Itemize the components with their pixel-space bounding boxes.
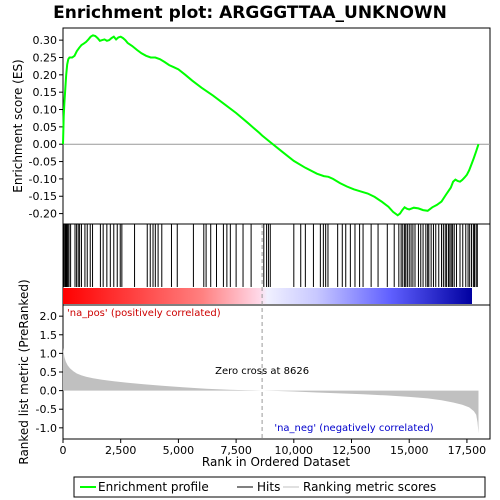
ranking-metric-area: [63, 347, 479, 434]
x-tick-label: 0: [60, 444, 67, 457]
es-y-tick-label: 0.15: [33, 86, 58, 99]
x-tick-label: 15,000: [390, 444, 429, 457]
zero-cross-label: Zero cross at 8626: [215, 366, 309, 377]
legend-metric-label: Ranking metric scores: [303, 480, 436, 494]
metric-y-tick-label: 2.0: [40, 310, 58, 323]
metric-y-axis-label: Ranked list metric (PreRanked): [17, 279, 31, 464]
metric-y-tick-label: 0.5: [40, 366, 58, 379]
legend-hits-label: Hits: [257, 480, 280, 494]
neg-correlated-label: 'na_neg' (negatively correlated): [274, 423, 433, 434]
es-y-axis-ticks: -0.20 -0.15 -0.10 -0.05 0.00 0.05 0.10 0.15 0.20…: [29, 34, 63, 221]
es-y-tick-label: 0.25: [33, 51, 58, 64]
metric-y-tick-label: -0.5: [36, 403, 57, 416]
x-tick-label: 7,500: [220, 444, 252, 457]
es-panel-frame: [62, 27, 491, 225]
x-tick-label: 12,500: [332, 444, 371, 457]
es-panel: -0.20 -0.15 -0.10 -0.05 0.00 0.05 0.10 0.15 0.20…: [11, 27, 491, 225]
metric-y-tick-label: 0.0: [40, 385, 58, 398]
metric-y-axis-ticks: -1.0 -0.5 0.0 0.5 1.0 1.5 2.0: [36, 310, 63, 435]
x-tick-label: 17,500: [448, 444, 487, 457]
es-y-axis-label: Enrichment score (ES): [11, 59, 25, 192]
legend-box: [73, 476, 486, 498]
legend-enrichment-label: Enrichment profile: [98, 480, 209, 494]
chart-title: Enrichment plot: ARGGGTTAA_UNKNOWN: [53, 3, 447, 23]
es-y-tick-label: 0.30: [33, 34, 58, 47]
hits-panel: [62, 223, 491, 306]
es-y-tick-label: -0.10: [29, 173, 57, 186]
es-y-tick-label: -0.05: [29, 156, 57, 169]
x-tick-label: 2,500: [105, 444, 137, 457]
es-y-tick-label: -0.15: [29, 190, 57, 203]
metric-y-tick-label: 1.0: [40, 347, 58, 360]
pos-correlated-label: 'na_pos' (positively correlated): [67, 308, 221, 319]
rank-color-bar: [63, 288, 472, 304]
es-y-tick-label: 0.20: [33, 69, 58, 82]
es-y-tick-label: 0.10: [33, 104, 58, 117]
hit-markers: [63, 224, 478, 287]
es-y-tick-label: 0.00: [33, 138, 58, 151]
x-tick-label: 10,000: [275, 444, 314, 457]
metric-panel-frame: [62, 304, 491, 440]
metric-y-tick-label: -1.0: [36, 422, 57, 435]
metric-panel: -1.0 -0.5 0.0 0.5 1.0 1.5 2.0 'na_pos' (positi…: [17, 224, 491, 465]
x-axis-ticks: 0 2,500 5,000 7,500 10,000 12,500 15,000 17,500: [60, 439, 487, 457]
x-axis-label: Rank in Ordered Dataset: [202, 455, 350, 469]
metric-y-tick-label: 1.5: [40, 329, 58, 342]
x-tick-label: 5,000: [163, 444, 195, 457]
enrichment-profile-line: [62, 34, 480, 217]
legend: Enrichment profile Hits Ranking metric s…: [73, 476, 486, 498]
es-y-tick-label: -0.20: [29, 208, 57, 221]
es-y-tick-label: 0.05: [33, 121, 58, 134]
